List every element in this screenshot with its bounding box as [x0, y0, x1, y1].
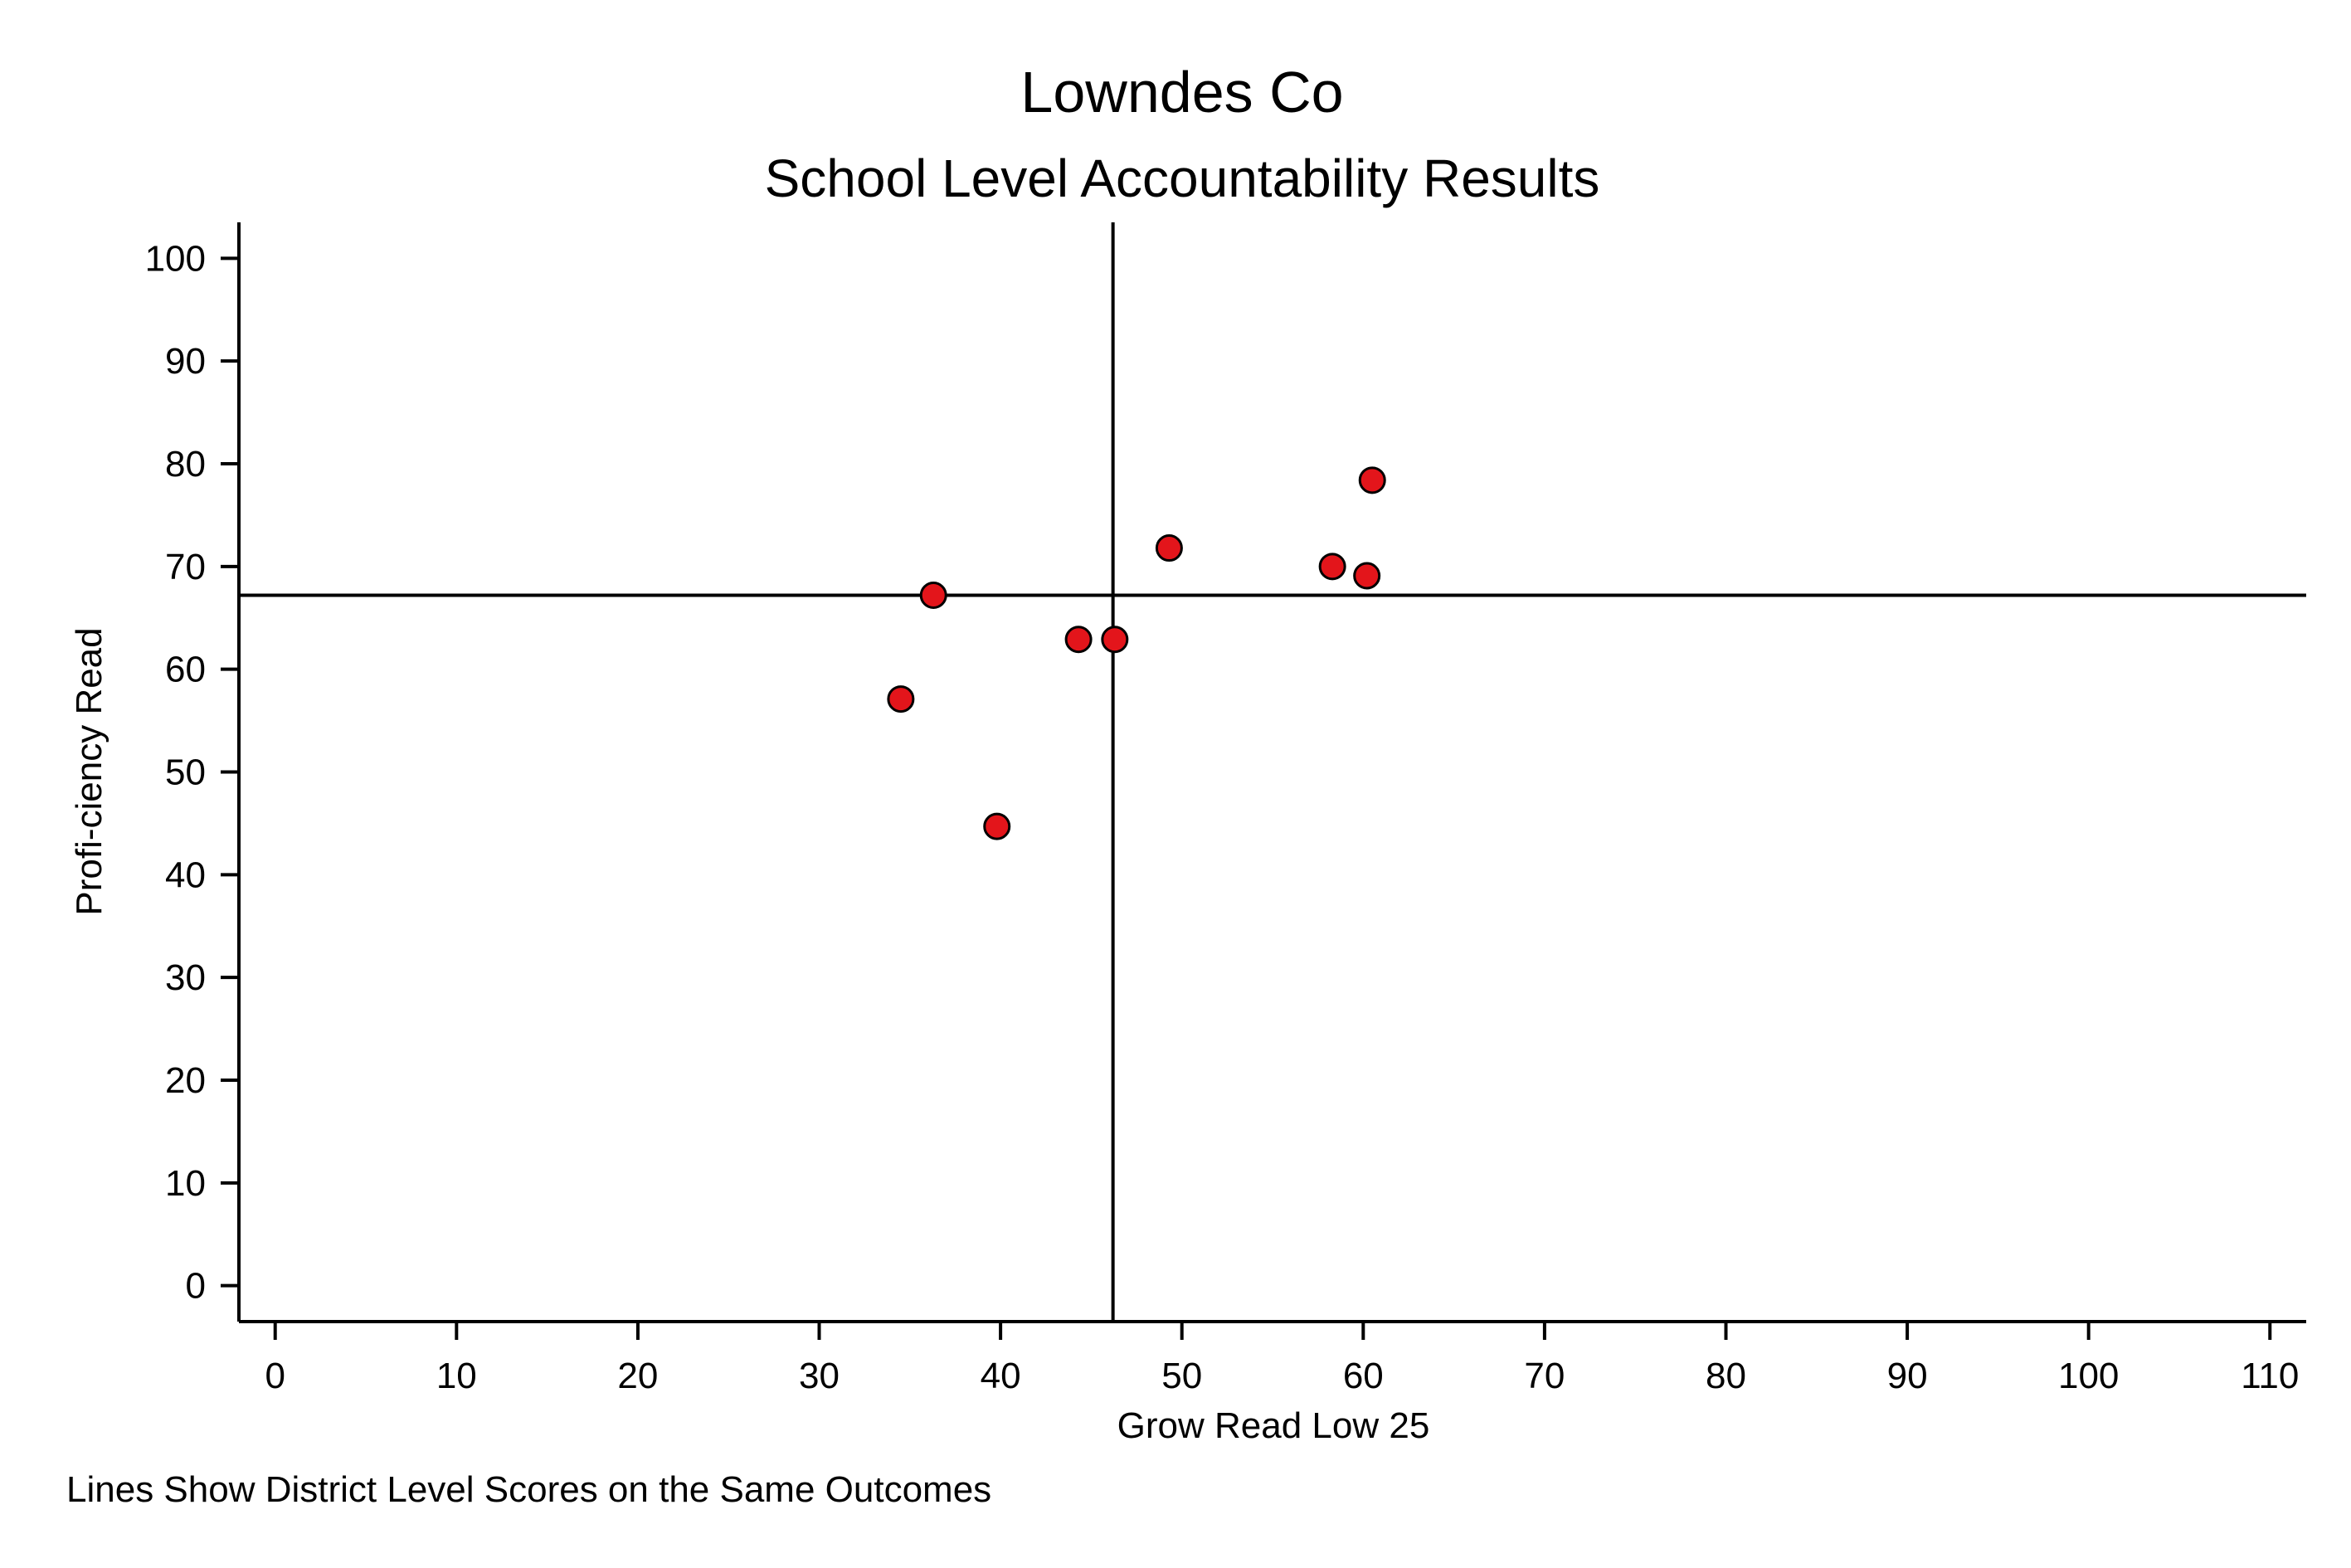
data-point: [1318, 553, 1346, 581]
x-axis: 0 10 20 30 40 50 60 70 80 90 100 110: [239, 1320, 2306, 1396]
data-point: [1064, 626, 1093, 654]
x-tick-label: 40: [981, 1356, 1021, 1396]
y-tick-label: 100: [145, 238, 206, 279]
y-tick-label: 90: [165, 341, 206, 382]
x-axis-title: Grow Read Low 25: [1117, 1405, 1430, 1446]
data-point: [1353, 562, 1381, 590]
data-point: [919, 582, 947, 610]
y-tick-label: 50: [165, 752, 206, 793]
x-tick-label: 0: [265, 1356, 285, 1396]
x-tick-label: 20: [617, 1356, 658, 1396]
y-axis-title: Profi-ciency Read: [69, 627, 110, 915]
y-tick-label: 70: [165, 547, 206, 587]
data-point: [1155, 534, 1183, 562]
x-tick-label: 70: [1524, 1356, 1565, 1396]
x-tick-label: 30: [799, 1356, 840, 1396]
x-tick-label: 90: [1887, 1356, 1928, 1396]
y-tick-label: 80: [165, 444, 206, 485]
x-tick-label: 50: [1161, 1356, 1202, 1396]
data-point: [983, 812, 1011, 840]
x-tick-label: 110: [2241, 1356, 2299, 1396]
y-tick-label: 0: [186, 1266, 206, 1307]
x-tick-label: 80: [1706, 1356, 1746, 1396]
y-tick-label: 20: [165, 1060, 206, 1101]
chart-title: Lowndes Co: [1020, 60, 1343, 124]
plot-area: 0 10 20 30 40 50 60 70 80 90 100 0 10 20 30 40 50 60 70 80…: [145, 222, 2306, 1396]
data-point: [1358, 466, 1386, 494]
x-tick-label: 10: [436, 1356, 477, 1396]
chart-subtitle: School Level Accountability Results: [765, 149, 1600, 208]
district-reference-lines: [239, 222, 2306, 1322]
x-tick-label: 100: [2058, 1356, 2119, 1396]
x-tick-label: 60: [1343, 1356, 1384, 1396]
y-axis: 0 10 20 30 40 50 60 70 80 90 100: [145, 222, 241, 1322]
y-tick-label: 40: [165, 855, 206, 895]
data-points: [887, 466, 1386, 840]
data-point: [887, 685, 915, 713]
y-tick-label: 30: [165, 957, 206, 998]
y-tick-label: 10: [165, 1163, 206, 1204]
chart-note: Lines Show District Level Scores on the …: [66, 1469, 991, 1510]
y-tick-label: 60: [165, 650, 206, 690]
data-point: [1101, 626, 1129, 654]
